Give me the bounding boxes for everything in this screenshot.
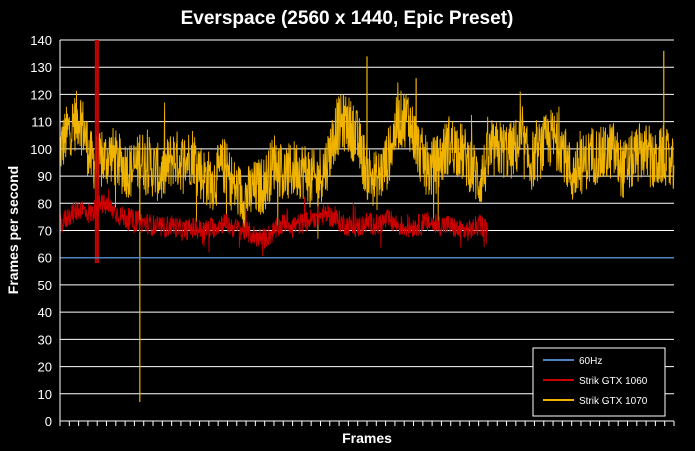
legend-entry: Strik GTX 1060 xyxy=(579,376,648,387)
y-tick-label: 130 xyxy=(30,60,52,75)
y-tick-label: 50 xyxy=(38,278,52,293)
x-axis-ticks xyxy=(59,421,675,426)
y-tick-label: 70 xyxy=(38,224,52,239)
y-axis-ticks: 0 10 20 30 40 50 60 70 80 90 100 110 120 130 140 xyxy=(30,33,52,429)
y-tick-label: 110 xyxy=(31,115,52,130)
legend-entry: Strik GTX 1070 xyxy=(579,396,648,407)
y-tick-label: 140 xyxy=(30,33,52,48)
y-tick-label: 90 xyxy=(38,169,52,184)
series-group xyxy=(59,40,675,402)
y-tick-label: 0 xyxy=(45,414,52,429)
y-tick-label: 100 xyxy=(30,142,52,157)
legend-entry: 60Hz xyxy=(579,356,602,367)
y-tick-label: 60 xyxy=(38,251,52,266)
y-tick-label: 120 xyxy=(30,87,52,102)
series-line xyxy=(59,189,489,257)
legend: 60Hz Strik GTX 1060 Strik GTX 1070 xyxy=(532,347,666,417)
y-tick-label: 30 xyxy=(38,332,52,347)
chart-title: Everspace (2560 x 1440, Epic Preset) xyxy=(181,8,514,29)
y-tick-label: 40 xyxy=(38,305,52,320)
y-axis-label: Frames per second xyxy=(5,166,21,294)
series-strik-gtx-1070 xyxy=(59,50,675,402)
x-axis-label: Frames xyxy=(342,430,392,446)
series-strik-gtx-1060 xyxy=(59,40,489,264)
y-tick-label: 10 xyxy=(38,387,52,402)
y-tick-label: 80 xyxy=(38,196,52,211)
y-tick-label: 20 xyxy=(38,360,52,375)
